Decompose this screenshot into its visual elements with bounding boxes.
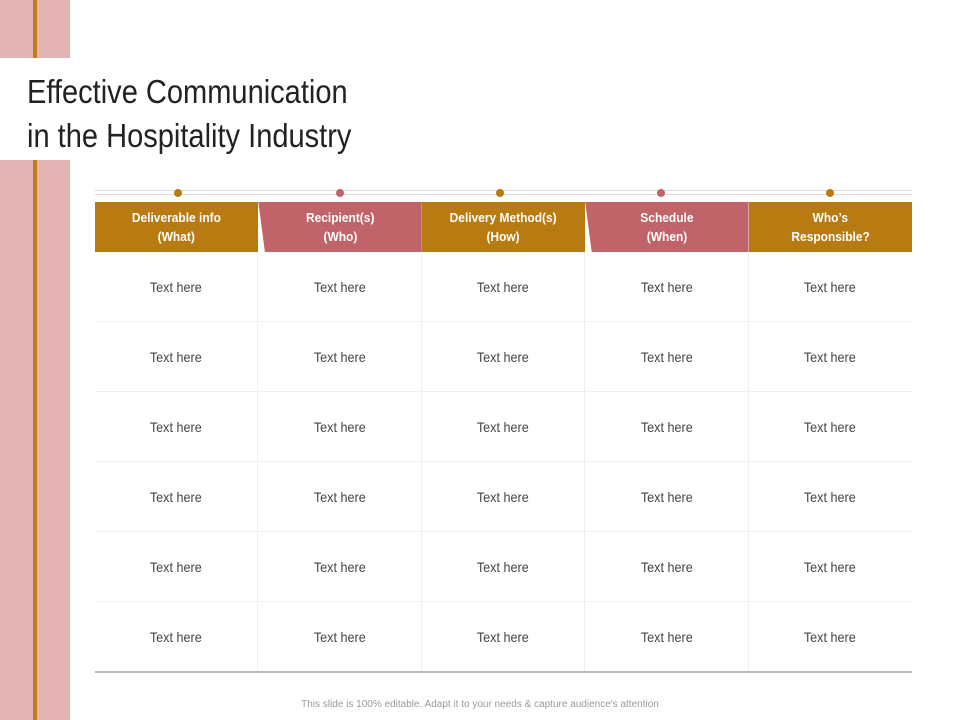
table-row: Text here Text here Text here Text here … [95, 462, 912, 532]
cell-text: Text here [313, 488, 366, 505]
cell-text: Text here [150, 488, 203, 505]
header-how: Delivery Method(s) (How) [421, 202, 586, 252]
cell-text: Text here [313, 348, 366, 365]
table-cell[interactable]: Text here [258, 392, 422, 461]
table-cell[interactable]: Text here [585, 252, 749, 321]
cell-text: Text here [477, 348, 529, 365]
table-cell[interactable]: Text here [258, 462, 422, 531]
table-cell[interactable]: Text here [95, 532, 259, 601]
table-cell[interactable]: Text here [422, 602, 586, 671]
header-label: Schedule [640, 210, 694, 225]
cell-text: Text here [804, 348, 857, 365]
table-cell[interactable]: Text here [749, 252, 912, 321]
column-marker-dot [496, 189, 504, 197]
header-when: Schedule (When) [585, 202, 749, 252]
table-cell[interactable]: Text here [422, 252, 586, 321]
title-background [0, 58, 420, 160]
table-row: Text here Text here Text here Text here … [95, 252, 912, 322]
cell-text: Text here [150, 628, 203, 645]
table-cell[interactable]: Text here [749, 322, 912, 391]
table-cell[interactable]: Text here [585, 392, 749, 461]
cell-text: Text here [477, 278, 529, 295]
table-cell[interactable]: Text here [422, 532, 586, 601]
communication-table: Deliverable info (What) Recipient(s) (Wh… [95, 202, 912, 672]
table-cell[interactable]: Text here [258, 252, 422, 321]
table-cell[interactable]: Text here [95, 252, 259, 321]
table-cell[interactable]: Text here [258, 322, 422, 391]
header-who: Recipient(s) (Who) [258, 202, 422, 252]
column-marker-dot [826, 189, 834, 197]
header-sublabel: (Who) [323, 229, 358, 244]
table-cell[interactable]: Text here [422, 322, 586, 391]
cell-text: Text here [640, 628, 693, 645]
header-sublabel: (When) [646, 229, 688, 244]
title-line-2: in the Hospitality Industry [27, 117, 352, 154]
table-cell[interactable]: Text here [585, 532, 749, 601]
title-line-1: Effective Communication [27, 73, 348, 110]
table-bottom-border [95, 671, 912, 673]
cell-text: Text here [804, 418, 857, 435]
cell-text: Text here [477, 628, 529, 645]
cell-text: Text here [477, 558, 529, 575]
cell-text: Text here [313, 418, 366, 435]
cell-text: Text here [640, 558, 693, 575]
table-cell[interactable]: Text here [749, 602, 912, 671]
table-cell[interactable]: Text here [585, 322, 749, 391]
cell-text: Text here [313, 628, 366, 645]
column-marker-dot [174, 189, 182, 197]
cell-text: Text here [804, 278, 857, 295]
column-marker-dot [336, 189, 344, 197]
table-cell[interactable]: Text here [585, 462, 749, 531]
table-cell[interactable]: Text here [749, 392, 912, 461]
cell-text: Text here [150, 558, 203, 575]
table-cell[interactable]: Text here [95, 392, 259, 461]
table-cell[interactable]: Text here [749, 462, 912, 531]
table-row: Text here Text here Text here Text here … [95, 322, 912, 392]
cell-text: Text here [640, 488, 693, 505]
table-cell[interactable]: Text here [258, 602, 422, 671]
table-cell[interactable]: Text here [749, 532, 912, 601]
header-sublabel: (What) [158, 229, 196, 244]
table-row: Text here Text here Text here Text here … [95, 602, 912, 672]
side-decor-line [33, 0, 37, 720]
header-sublabel: Responsible? [791, 229, 870, 244]
cell-text: Text here [313, 558, 366, 575]
cell-text: Text here [640, 348, 693, 365]
table-header-row: Deliverable info (What) Recipient(s) (Wh… [95, 202, 912, 252]
header-what: Deliverable info (What) [95, 202, 259, 252]
cell-text: Text here [477, 418, 529, 435]
table-cell[interactable]: Text here [585, 602, 749, 671]
column-marker-dot [657, 189, 665, 197]
cell-text: Text here [313, 278, 366, 295]
table-cell[interactable]: Text here [422, 392, 586, 461]
header-responsible: Who’s Responsible? [748, 202, 912, 252]
header-label: Recipient(s) [305, 210, 375, 225]
cell-text: Text here [477, 488, 529, 505]
cell-text: Text here [150, 278, 203, 295]
table-cell[interactable]: Text here [95, 462, 259, 531]
table-row: Text here Text here Text here Text here … [95, 532, 912, 602]
footer-note: This slide is 100% editable. Adapt it to… [301, 699, 659, 710]
table-cell[interactable]: Text here [258, 532, 422, 601]
slide-title: Effective Communication in the Hospitali… [27, 70, 351, 158]
table-cell[interactable]: Text here [95, 602, 259, 671]
table-cell[interactable]: Text here [422, 462, 586, 531]
cell-text: Text here [150, 418, 203, 435]
header-label: Deliverable info [132, 210, 222, 225]
header-label: Who’s [812, 210, 848, 225]
table-cell[interactable]: Text here [95, 322, 259, 391]
cell-text: Text here [804, 558, 857, 575]
cell-text: Text here [640, 278, 693, 295]
cell-text: Text here [804, 628, 857, 645]
table-row: Text here Text here Text here Text here … [95, 392, 912, 462]
header-label: Delivery Method(s) [449, 210, 557, 225]
cell-text: Text here [640, 418, 693, 435]
cell-text: Text here [804, 488, 857, 505]
header-sublabel: (How) [486, 229, 521, 244]
cell-text: Text here [150, 348, 203, 365]
